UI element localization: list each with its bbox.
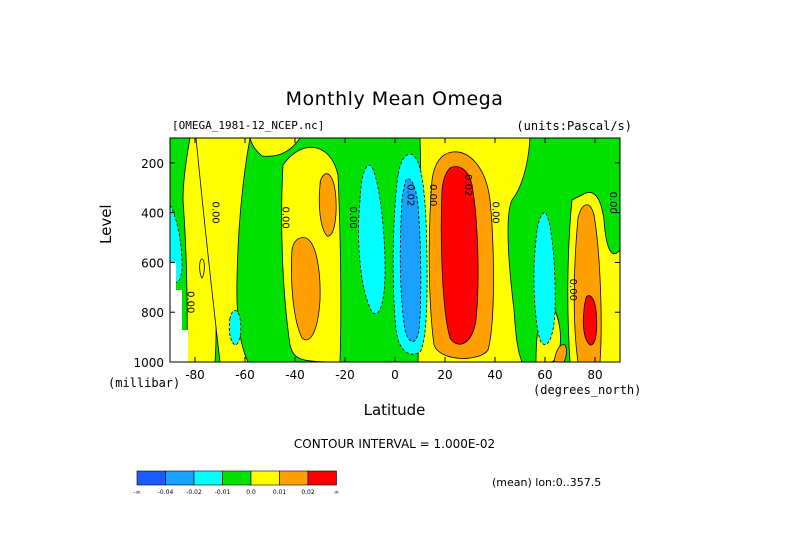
x-tick-label: 80: [587, 368, 602, 382]
y-tick-label: 400: [141, 207, 164, 221]
colorbar-label: -0.04: [158, 489, 174, 496]
colorbar-label: 0.01: [273, 489, 287, 496]
region-yellow-top-s50: [249, 138, 301, 157]
region-cyan-s62: [228, 310, 242, 346]
colorbar-swatch: [193, 470, 223, 486]
y-tick-label: 200: [141, 157, 164, 171]
y-tick-label: 800: [141, 306, 164, 320]
contour-label: 0.00: [567, 279, 578, 301]
contour-label: 0.00: [185, 291, 196, 313]
region-cyan-n59: [533, 211, 556, 345]
region-orange-s35: [291, 237, 321, 341]
units-label: (units:Pascal/s): [516, 119, 632, 133]
contour-label: 0.00: [347, 207, 358, 229]
colorbar: -∞ -0.04 -0.02 -0.01 0.0 0.01 0.02 ∞: [133, 470, 339, 496]
plot-field: [170, 138, 620, 362]
x-tick-label: 60: [537, 368, 552, 382]
colorbar-label: -∞: [133, 489, 140, 496]
region-red-n27: [440, 166, 479, 345]
x-tick-label: -60: [235, 368, 255, 382]
x-tick-label: -40: [285, 368, 305, 382]
mean-longitude-text: (mean) lon:0..357.5: [492, 476, 602, 489]
x-axis-ticks: -80 -60 -40 -20 0 20 40 60 80: [185, 138, 603, 382]
colorbar-swatch: [250, 470, 280, 486]
missing-data-region: [170, 262, 188, 362]
region-yellow-s75-island: [199, 258, 205, 279]
x-tick-label: 0: [391, 368, 399, 382]
contour-labels: 0.00 0.00 0.00 0.00 0.02 0.00 0.02 0.00 0.00 0.00: [185, 174, 619, 313]
colorbar-label: -0.01: [215, 489, 231, 496]
contour-interval-text: CONTOUR INTERVAL = 1.000E-02: [293, 437, 496, 451]
colorbar-label: -0.02: [186, 489, 202, 496]
contour-label: 0.02: [405, 184, 416, 206]
x-tick-label: -20: [335, 368, 355, 382]
x-tick-label: 40: [487, 368, 502, 382]
x-axis-unit: (degrees_north): [533, 383, 642, 397]
x-tick-label: -80: [185, 368, 205, 382]
contour-label: 0.00: [280, 207, 291, 229]
colorbar-swatch: [136, 470, 166, 486]
contour-label: 0.00: [490, 202, 501, 224]
colorbar-label: 0.02: [301, 489, 315, 496]
region-red-n79: [582, 295, 598, 346]
contour-label: 0.00: [607, 192, 618, 214]
region-yellow-s70: [195, 138, 251, 362]
region-blue-n7: [399, 178, 422, 343]
x-tick-label: 20: [437, 368, 452, 382]
colorbar-label: 0.0: [246, 489, 256, 496]
x-axis-title: Latitude: [363, 401, 426, 419]
region-orange-s27: [318, 173, 337, 237]
y-tick-label: 1000: [133, 356, 164, 370]
region-orange-n62: [553, 344, 567, 362]
y-axis-ticks: 200 400 600 800 1000: [133, 157, 620, 370]
dataset-filename: [OMEGA_1981-12_NCEP.nc]: [172, 119, 325, 132]
colorbar-swatch: [222, 470, 252, 486]
colorbar-swatch: [307, 470, 337, 486]
contour-label: 0.00: [210, 202, 221, 224]
colorbar-swatch: [279, 470, 309, 486]
colorbar-swatch: [165, 470, 195, 486]
region-cyan-s10: [358, 164, 386, 315]
chart-title: Monthly Mean Omega: [285, 88, 504, 110]
y-axis-unit: (millibar): [108, 376, 181, 390]
y-tick-label: 600: [141, 256, 164, 270]
contour-label: 0.00: [427, 184, 438, 206]
contour-label: 0.02: [462, 174, 473, 196]
colorbar-label: ∞: [334, 489, 339, 496]
